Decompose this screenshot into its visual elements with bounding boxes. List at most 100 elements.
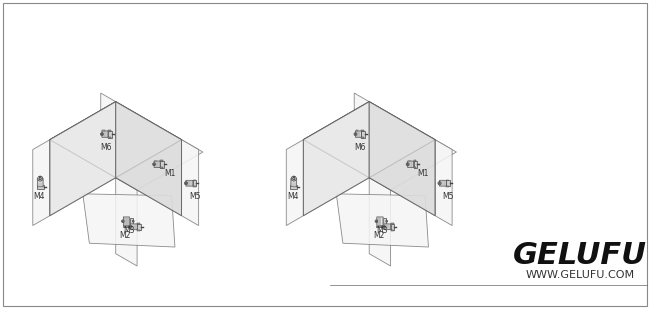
Circle shape: [38, 176, 43, 181]
Bar: [391, 224, 394, 230]
Bar: [413, 167, 417, 168]
Text: M3: M3: [376, 226, 388, 235]
Bar: [356, 130, 359, 131]
Polygon shape: [116, 140, 203, 190]
Bar: [193, 180, 196, 186]
Bar: [36, 185, 44, 189]
FancyBboxPatch shape: [124, 217, 129, 226]
Bar: [290, 185, 298, 189]
Circle shape: [129, 226, 131, 227]
Polygon shape: [116, 178, 137, 266]
Bar: [137, 224, 140, 230]
Polygon shape: [304, 102, 369, 216]
Polygon shape: [83, 194, 175, 247]
Bar: [160, 167, 163, 168]
FancyBboxPatch shape: [291, 179, 296, 187]
Text: M6: M6: [100, 143, 112, 152]
Text: M1: M1: [417, 169, 429, 178]
Polygon shape: [369, 140, 456, 190]
Circle shape: [383, 226, 385, 227]
Circle shape: [439, 183, 440, 184]
Circle shape: [39, 177, 42, 180]
FancyBboxPatch shape: [408, 161, 413, 167]
FancyBboxPatch shape: [154, 161, 160, 167]
Bar: [137, 230, 140, 231]
Bar: [447, 186, 449, 187]
Circle shape: [354, 133, 357, 136]
FancyBboxPatch shape: [356, 131, 361, 137]
FancyBboxPatch shape: [130, 224, 137, 230]
Circle shape: [292, 177, 295, 180]
FancyBboxPatch shape: [384, 224, 391, 230]
Polygon shape: [181, 140, 199, 226]
Circle shape: [185, 182, 188, 185]
Bar: [361, 131, 365, 138]
FancyBboxPatch shape: [102, 131, 108, 137]
Polygon shape: [354, 93, 369, 178]
Polygon shape: [50, 102, 116, 216]
FancyBboxPatch shape: [186, 180, 193, 186]
Polygon shape: [50, 102, 116, 216]
Polygon shape: [50, 102, 181, 178]
Polygon shape: [101, 93, 116, 178]
Bar: [193, 186, 196, 187]
Polygon shape: [304, 102, 369, 216]
Circle shape: [382, 225, 385, 228]
Circle shape: [101, 133, 103, 135]
Text: M5: M5: [189, 192, 200, 201]
Text: M3: M3: [123, 226, 135, 235]
Text: M5: M5: [443, 192, 454, 201]
FancyBboxPatch shape: [38, 179, 43, 187]
Bar: [108, 131, 112, 138]
Circle shape: [386, 220, 387, 222]
Text: M2: M2: [373, 231, 385, 240]
Bar: [413, 160, 417, 161]
Text: M4: M4: [33, 192, 45, 201]
Circle shape: [101, 133, 103, 136]
Circle shape: [291, 176, 296, 181]
Bar: [137, 223, 140, 224]
Text: M2: M2: [120, 231, 131, 240]
Bar: [447, 180, 450, 186]
Bar: [160, 160, 163, 161]
Bar: [129, 218, 133, 225]
Polygon shape: [50, 102, 181, 178]
Circle shape: [129, 225, 132, 228]
Circle shape: [122, 221, 124, 222]
Polygon shape: [304, 102, 435, 178]
Polygon shape: [369, 102, 435, 216]
FancyBboxPatch shape: [377, 217, 383, 226]
Polygon shape: [116, 102, 181, 216]
Circle shape: [376, 221, 377, 222]
Bar: [383, 218, 386, 225]
Polygon shape: [369, 178, 391, 266]
Circle shape: [185, 183, 187, 184]
Text: M6: M6: [354, 143, 365, 152]
Circle shape: [438, 182, 441, 185]
Bar: [391, 223, 393, 224]
FancyBboxPatch shape: [439, 180, 447, 186]
Bar: [413, 161, 417, 168]
Text: WWW.GELUFU.COM: WWW.GELUFU.COM: [525, 270, 634, 280]
Circle shape: [153, 163, 155, 166]
Circle shape: [122, 220, 124, 222]
Bar: [391, 230, 393, 231]
Polygon shape: [435, 140, 452, 226]
Circle shape: [153, 163, 155, 165]
Text: M1: M1: [164, 169, 176, 178]
Bar: [160, 161, 164, 168]
Text: GELUFU: GELUFU: [513, 240, 647, 269]
Polygon shape: [369, 102, 435, 216]
Polygon shape: [304, 102, 435, 178]
Polygon shape: [32, 140, 50, 226]
Circle shape: [406, 163, 409, 166]
Circle shape: [133, 220, 134, 222]
Polygon shape: [116, 102, 181, 216]
Bar: [102, 130, 105, 131]
Circle shape: [407, 163, 408, 165]
Circle shape: [355, 133, 356, 135]
Circle shape: [375, 220, 378, 222]
Polygon shape: [286, 140, 304, 226]
Polygon shape: [336, 194, 428, 247]
Text: M4: M4: [287, 192, 298, 201]
